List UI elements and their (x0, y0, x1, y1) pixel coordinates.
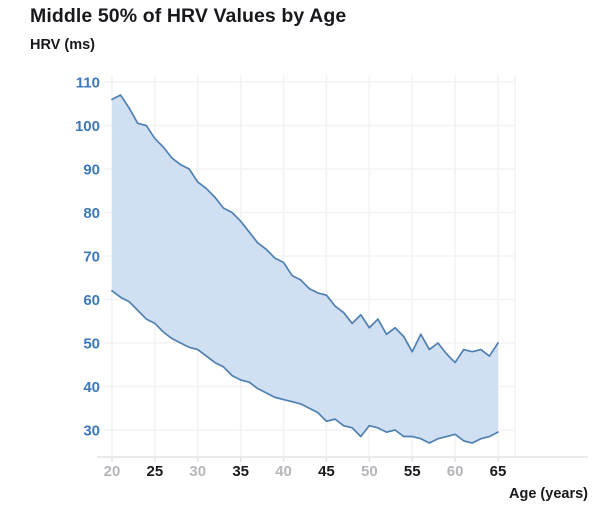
upper-bound-line (111, 94, 499, 364)
x-tick-label: 50 (361, 463, 378, 480)
x-axis-title: Age (years) (509, 486, 588, 502)
y-tick-label: 50 (83, 336, 100, 353)
iqr-band-area (112, 95, 498, 444)
y-tick-label: 40 (83, 379, 100, 396)
y-tick-label: 60 (83, 292, 100, 309)
y-tick-label: 80 (83, 205, 100, 222)
x-tick-label: 65 (490, 463, 507, 480)
lower-bound-line (111, 289, 499, 444)
x-tick-label: 55 (404, 463, 421, 480)
x-tick-label: 30 (189, 463, 206, 480)
y-tick-label: 110 (76, 75, 100, 92)
chart-title: Middle 50% of HRV Values by Age (30, 5, 347, 27)
x-tick-label: 20 (104, 463, 121, 480)
x-tick-label: 25 (147, 463, 164, 480)
x-tick-label: 40 (275, 463, 292, 480)
y-tick-label: 70 (83, 249, 100, 266)
x-tick-label: 60 (447, 463, 464, 480)
x-tick-label: 45 (318, 463, 335, 480)
y-tick-label: 100 (75, 118, 100, 135)
x-tick-label: 35 (232, 463, 249, 480)
y-tick-label: 90 (83, 162, 100, 179)
y-axis-title: HRV (ms) (30, 37, 95, 53)
y-tick-label: 30 (83, 423, 100, 440)
